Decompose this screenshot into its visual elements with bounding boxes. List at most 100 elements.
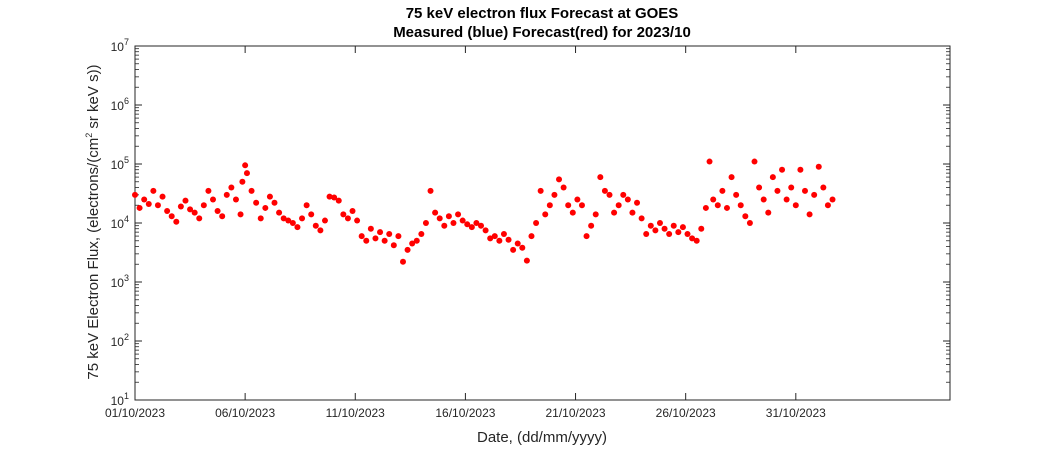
data-point	[210, 196, 217, 203]
data-point	[390, 242, 397, 249]
data-point	[666, 231, 673, 238]
data-point	[505, 236, 512, 243]
data-point	[173, 218, 180, 225]
data-point	[473, 220, 480, 226]
data-point	[285, 217, 292, 224]
data-point	[624, 196, 631, 203]
data-point	[340, 211, 347, 218]
data-point	[546, 202, 553, 209]
data-point	[679, 224, 686, 231]
data-point	[326, 193, 333, 200]
y-tick-label: 103	[111, 273, 129, 290]
data-point	[733, 191, 740, 198]
data-point	[182, 197, 189, 204]
data-point	[592, 211, 599, 218]
data-point	[746, 220, 753, 226]
data-point	[578, 202, 585, 209]
data-point	[824, 202, 831, 209]
data-point	[693, 237, 700, 244]
data-point	[400, 258, 406, 265]
data-point	[714, 202, 721, 209]
data-point	[500, 231, 507, 238]
data-point	[487, 235, 494, 242]
data-point	[601, 187, 608, 194]
data-point	[468, 224, 475, 231]
data-point	[262, 204, 269, 211]
data-point	[308, 211, 315, 218]
data-point	[723, 204, 730, 211]
data-point	[441, 222, 448, 229]
data-point	[132, 191, 138, 198]
data-point	[464, 221, 471, 228]
data-point	[344, 215, 351, 222]
data-point	[141, 196, 148, 203]
data-point	[496, 237, 503, 244]
data-point	[702, 204, 709, 211]
data-point	[706, 158, 713, 165]
data-point	[427, 187, 434, 194]
data-point	[514, 240, 521, 247]
data-point	[271, 199, 278, 206]
data-point	[519, 244, 526, 251]
data-point	[317, 227, 324, 234]
chart-title: 75 keV electron flux Forecast at GOES	[406, 5, 679, 22]
data-point	[354, 217, 361, 224]
x-tick-label: 11/10/2023	[326, 406, 385, 420]
data-point	[765, 209, 772, 216]
data-point	[523, 257, 530, 264]
data-point	[760, 196, 767, 203]
data-point	[248, 187, 255, 194]
data-point	[200, 202, 207, 209]
data-point	[413, 237, 420, 244]
data-point	[436, 215, 443, 222]
data-point	[756, 184, 763, 191]
data-point	[459, 217, 466, 224]
y-tick-label: 106	[111, 96, 129, 113]
data-point	[191, 209, 198, 216]
data-point	[569, 209, 576, 216]
data-point	[647, 222, 654, 229]
data-point	[551, 191, 558, 198]
data-point	[445, 213, 452, 220]
data-point	[349, 207, 356, 214]
data-point	[779, 166, 786, 173]
data-point	[482, 227, 489, 234]
data-point	[737, 202, 744, 209]
data-point	[797, 166, 804, 173]
x-tick-label: 21/10/2023	[546, 406, 606, 420]
data-point	[815, 163, 822, 170]
data-point	[537, 187, 544, 194]
plot-area	[134, 45, 951, 401]
data-point	[583, 233, 590, 240]
data-point	[386, 231, 393, 238]
data-point	[455, 211, 462, 218]
data-point	[811, 191, 818, 198]
data-point	[774, 187, 781, 194]
data-point	[214, 207, 221, 214]
data-point	[168, 213, 175, 220]
data-point	[751, 158, 758, 165]
data-point	[432, 209, 439, 216]
data-point	[829, 196, 836, 203]
data-point	[164, 207, 171, 214]
data-point	[638, 215, 645, 222]
data-point	[289, 220, 296, 226]
data-point	[597, 174, 604, 181]
x-axis-label: Date, (dd/mm/yyyy)	[477, 429, 607, 446]
data-point	[788, 184, 795, 191]
x-axis-ticks: 01/10/2023 06/10/2023 11/10/2023 16/10/2023…	[105, 46, 826, 420]
data-point	[783, 196, 790, 203]
data-point	[661, 225, 668, 232]
data-point	[792, 202, 799, 209]
data-point	[145, 200, 152, 207]
chart-subtitle: Measured (blue) Forecast(red) for 2023/1…	[393, 24, 691, 41]
data-point	[675, 229, 682, 236]
data-point	[228, 184, 235, 191]
data-point	[205, 187, 212, 194]
data-point	[565, 202, 572, 209]
data-point	[136, 204, 143, 211]
data-point	[395, 233, 402, 240]
data-point	[239, 178, 246, 185]
data-point	[377, 229, 384, 236]
